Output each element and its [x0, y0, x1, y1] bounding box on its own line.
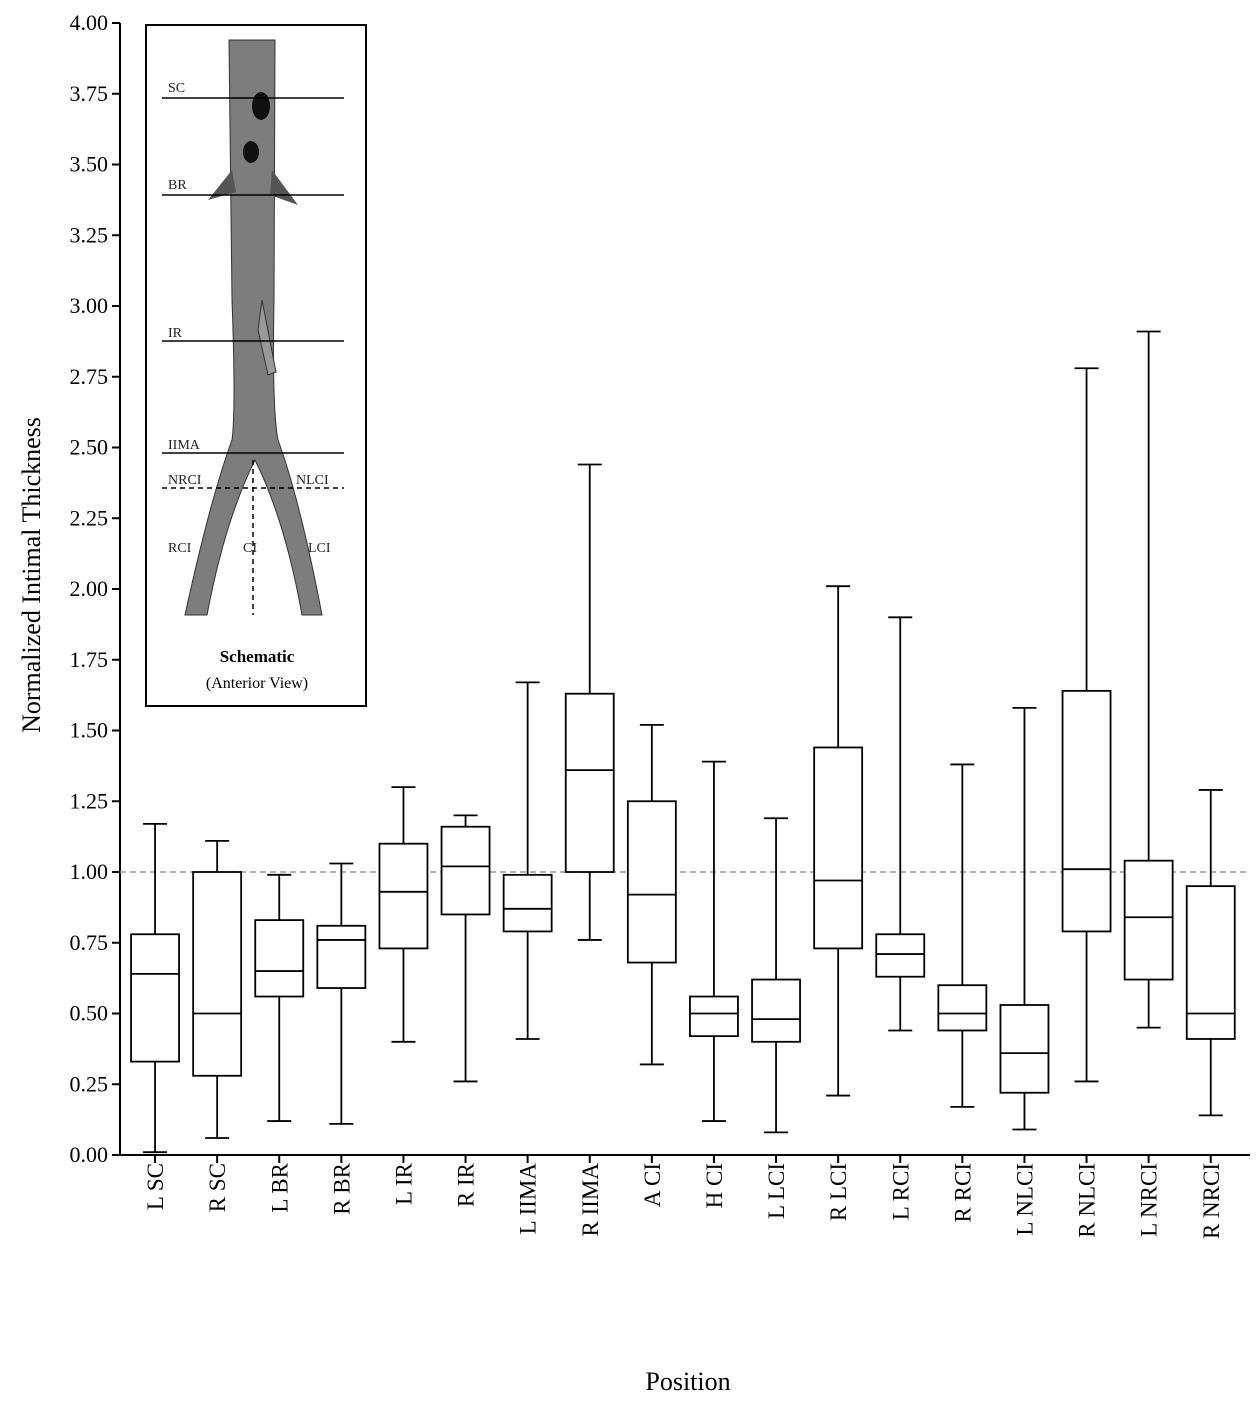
- x-tick-label: L NLCI: [1012, 1163, 1037, 1236]
- y-tick-label: 1.50: [70, 718, 109, 743]
- x-tick-label: L RCI: [888, 1163, 913, 1220]
- y-tick-label: 2.00: [70, 576, 109, 601]
- box: [316, 924, 367, 989]
- x-tick-label: L NRCI: [1137, 1163, 1162, 1237]
- x-tick-label: R LCI: [826, 1163, 851, 1221]
- inset-label: NRCI: [168, 473, 202, 488]
- box: [875, 933, 926, 978]
- box: [937, 984, 988, 1032]
- y-tick-label: 4.00: [70, 10, 109, 35]
- x-tick-label: L BR: [267, 1162, 292, 1212]
- inset-schematic: SC BR IR IIMA NRCI NLCI RCI CI LCI Schem…: [145, 24, 367, 707]
- inset-label: SC: [168, 81, 185, 96]
- branch: [208, 170, 298, 205]
- box: [689, 995, 739, 1038]
- y-tick-label: 0.75: [70, 930, 109, 955]
- box: [751, 978, 801, 1043]
- y-axis-title: Normalized Intimal Thickness: [17, 417, 46, 733]
- x-tick-label: R RCI: [950, 1163, 975, 1222]
- x-tick-label: L IIMA: [516, 1163, 541, 1235]
- y-tick-label: 2.75: [70, 364, 109, 389]
- box: [192, 871, 243, 1077]
- inset-label: LCI: [308, 541, 331, 556]
- box: [378, 842, 429, 950]
- box: [1185, 885, 1236, 1040]
- branch: [257, 299, 277, 376]
- y-tick-label: 3.00: [70, 293, 109, 318]
- x-tick-label: H CI: [702, 1163, 727, 1208]
- inset-label: CI: [243, 541, 257, 556]
- x-tick-label: L SC: [143, 1163, 168, 1210]
- x-tick-label: R IR: [454, 1162, 479, 1207]
- y-tick-label: 1.25: [70, 788, 109, 813]
- box: [130, 933, 180, 1063]
- x-tick-label: R SC: [205, 1163, 230, 1212]
- y-tick-label: 2.25: [70, 505, 109, 530]
- box: [999, 1004, 1050, 1094]
- x-tick-label: R NRCI: [1199, 1163, 1224, 1239]
- plot-area: 0.00 0.25 0.50 0.75 1.00 1.25 1.50 1.75 2.00 2.25…: [70, 10, 1250, 1239]
- box: [813, 746, 864, 950]
- inset-label: IIMA: [168, 438, 201, 453]
- x-tick-label: R IIMA: [578, 1163, 603, 1237]
- x-tick-label: L LCI: [764, 1163, 789, 1219]
- y-tick-label: 0.50: [70, 1001, 109, 1026]
- vessel: [184, 39, 323, 616]
- inset-label: RCI: [168, 541, 192, 556]
- x-tick-label: R NLCI: [1075, 1163, 1100, 1238]
- inset-subtitle: (Anterior View): [206, 675, 308, 692]
- y-tick-label: 1.75: [70, 647, 109, 672]
- box: [502, 873, 553, 933]
- y-tick-label: 2.50: [70, 435, 109, 460]
- y-tick-label: 3.75: [70, 81, 109, 106]
- inset-label: IR: [168, 326, 183, 341]
- x-axis-title: Position: [645, 1367, 730, 1396]
- box: [440, 825, 491, 916]
- branch-hole: [243, 141, 259, 163]
- y-tick-label: 3.25: [70, 222, 109, 247]
- box: [564, 692, 615, 873]
- x-tick-label: A CI: [640, 1163, 665, 1207]
- branch-hole: [252, 92, 270, 120]
- y-tick-label: 3.50: [70, 152, 109, 177]
- y-tick-label: 1.00: [70, 859, 109, 884]
- y-tick-label: 0.25: [70, 1071, 109, 1096]
- y-tick-label: 0.00: [70, 1142, 109, 1167]
- inset-label: NLCI: [296, 473, 329, 488]
- x-tick-label: L IR: [391, 1162, 416, 1205]
- inset-title: Schematic: [220, 647, 295, 666]
- inset-label: BR: [168, 178, 187, 193]
- box: [254, 919, 305, 998]
- box: [1123, 859, 1174, 981]
- box: [1061, 689, 1112, 933]
- box: [626, 800, 677, 964]
- x-tick-label: R BR: [329, 1162, 354, 1214]
